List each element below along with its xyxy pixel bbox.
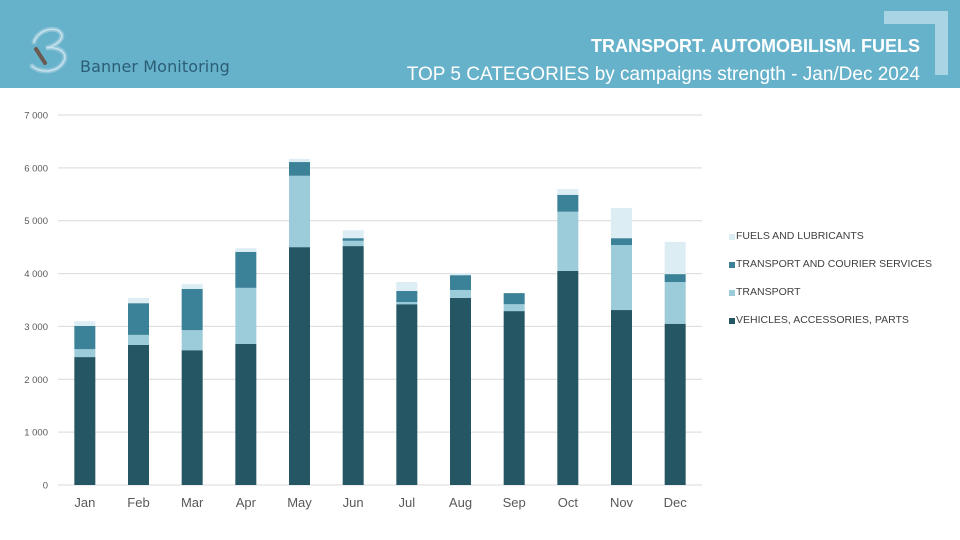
bar-segment-courier-apr (235, 251, 257, 288)
bar-segment-fuels-jun (342, 230, 364, 239)
bar-segment-vehicles-jan (74, 357, 96, 485)
x-tick-label: Oct (558, 495, 579, 510)
bar-segment-vehicles-apr (235, 343, 257, 485)
legend-item-courier: TRANSPORT AND COURIER SERVICES (729, 258, 932, 286)
bar-segment-courier-jan (74, 325, 96, 350)
y-tick-label: 4 000 (24, 269, 48, 280)
bar-segment-courier-sep (503, 293, 525, 305)
y-tick-label: 1 000 (24, 428, 48, 439)
x-tick-label: Jul (399, 495, 416, 510)
bar-segment-fuels-mar (181, 284, 203, 289)
legend-label: FUELS AND LUBRICANTS (736, 230, 864, 242)
bar-segment-vehicles-sep (503, 311, 525, 485)
bar-segment-courier-may (289, 162, 310, 176)
bar-segment-courier-aug (450, 275, 471, 290)
bar-segment-transport-may (289, 175, 310, 248)
legend-swatch-icon (729, 318, 735, 324)
bar-segment-courier-feb (128, 303, 149, 335)
legend-item-fuels: FUELS AND LUBRICANTS (729, 230, 932, 258)
bar-segment-vehicles-nov (611, 310, 632, 485)
bar-segment-fuels-apr (235, 248, 257, 252)
bar-segment-courier-nov (611, 238, 632, 246)
corner-bracket-decoration (884, 11, 948, 75)
x-tick-label: Mar (181, 495, 204, 510)
report-title: TRANSPORT. AUTOMOBILISM. FUELS (590, 36, 920, 56)
bars (74, 158, 686, 485)
chart-legend: FUELS AND LUBRICANTS TRANSPORT AND COURIE… (729, 230, 932, 342)
stacked-bar-chart: 0 1 000 2 000 3 000 4 000 5 000 6 000 7 000 Jan… (24, 111, 702, 510)
bar-segment-fuels-may (289, 158, 310, 163)
report-subtitle: TOP 5 CATEGORIES by campaigns strength -… (406, 64, 920, 85)
legend-item-transport: TRANSPORT (729, 286, 932, 314)
x-tick-label: Jun (343, 495, 364, 510)
x-tick-label: Jan (74, 495, 95, 510)
bar-segment-vehicles-aug (450, 297, 471, 485)
bar-segment-transport-nov (611, 245, 632, 311)
bar-segment-transport-aug (450, 289, 471, 298)
bar-segment-fuels-aug (450, 273, 471, 276)
x-tick-label: Nov (610, 495, 634, 510)
bar-segment-fuels-oct (557, 189, 579, 195)
bar-segment-courier-jun (342, 238, 364, 241)
bar-segment-transport-jun (342, 240, 364, 247)
bar-segment-fuels-nov (611, 208, 632, 239)
bar-segment-fuels-feb (128, 297, 149, 304)
y-tick-label: 0 (43, 481, 48, 492)
bar-segment-transport-jan (74, 349, 96, 358)
x-tick-label: Dec (664, 495, 688, 510)
bar-segment-transport-oct (557, 211, 579, 271)
bar-segment-fuels-jan (74, 321, 96, 326)
x-tick-label: Aug (449, 495, 472, 510)
x-tick-label: Apr (236, 495, 257, 510)
bar-segment-vehicles-may (289, 247, 310, 485)
legend-label: TRANSPORT AND COURIER SERVICES (736, 258, 933, 270)
y-tick-label: 5 000 (24, 216, 48, 227)
legend-label: TRANSPORT (736, 286, 801, 298)
y-tick-label: 3 000 (24, 322, 48, 333)
x-axis-tick-labels: Jan Feb Mar Apr May Jun Jul Aug Sep Oct Nov Dec (74, 495, 687, 510)
legend-swatch-icon (729, 262, 735, 268)
x-tick-label: May (287, 495, 312, 510)
bar-segment-courier-dec (664, 274, 686, 283)
legend-swatch-icon (729, 290, 735, 296)
legend-item-vehicles: VEHICLES, ACCESSORIES, PARTS (729, 314, 932, 342)
banner-monitoring-logo-icon (29, 26, 68, 74)
bar-segment-transport-dec (664, 282, 686, 324)
bar-segment-fuels-dec (664, 241, 686, 275)
bar-segment-transport-mar (181, 330, 203, 351)
bar-segment-vehicles-jul (396, 304, 418, 485)
header-banner: Banner Monitoring TRANSPORT. AUTOMOBILIS… (0, 0, 960, 88)
legend-label: VEHICLES, ACCESSORIES, PARTS (736, 314, 909, 326)
y-tick-label: 6 000 (24, 163, 48, 174)
bar-segment-fuels-jul (396, 282, 418, 292)
bar-segment-transport-sep (503, 304, 525, 312)
bar-segment-vehicles-jun (342, 246, 364, 485)
bar-segment-transport-jul (396, 302, 418, 305)
x-tick-label: Sep (503, 495, 526, 510)
bar-segment-transport-feb (128, 334, 149, 345)
bar-segment-courier-mar (181, 288, 203, 331)
brand-name: Banner Monitoring (80, 57, 230, 76)
x-tick-label: Feb (127, 495, 149, 510)
legend-swatch-icon (729, 234, 735, 240)
bar-segment-courier-jul (396, 291, 418, 303)
bar-segment-transport-apr (235, 287, 257, 344)
gridlines (58, 114, 702, 486)
y-tick-label: 2 000 (24, 375, 48, 386)
bar-segment-vehicles-oct (557, 270, 579, 485)
y-axis-tick-labels: 0 1 000 2 000 3 000 4 000 5 000 6 000 7 000 (24, 111, 48, 492)
bar-segment-vehicles-dec (664, 323, 686, 485)
bar-segment-vehicles-feb (128, 344, 149, 485)
bar-segment-vehicles-mar (181, 350, 203, 485)
y-tick-label: 7 000 (24, 111, 48, 122)
bar-segment-courier-oct (557, 194, 579, 212)
